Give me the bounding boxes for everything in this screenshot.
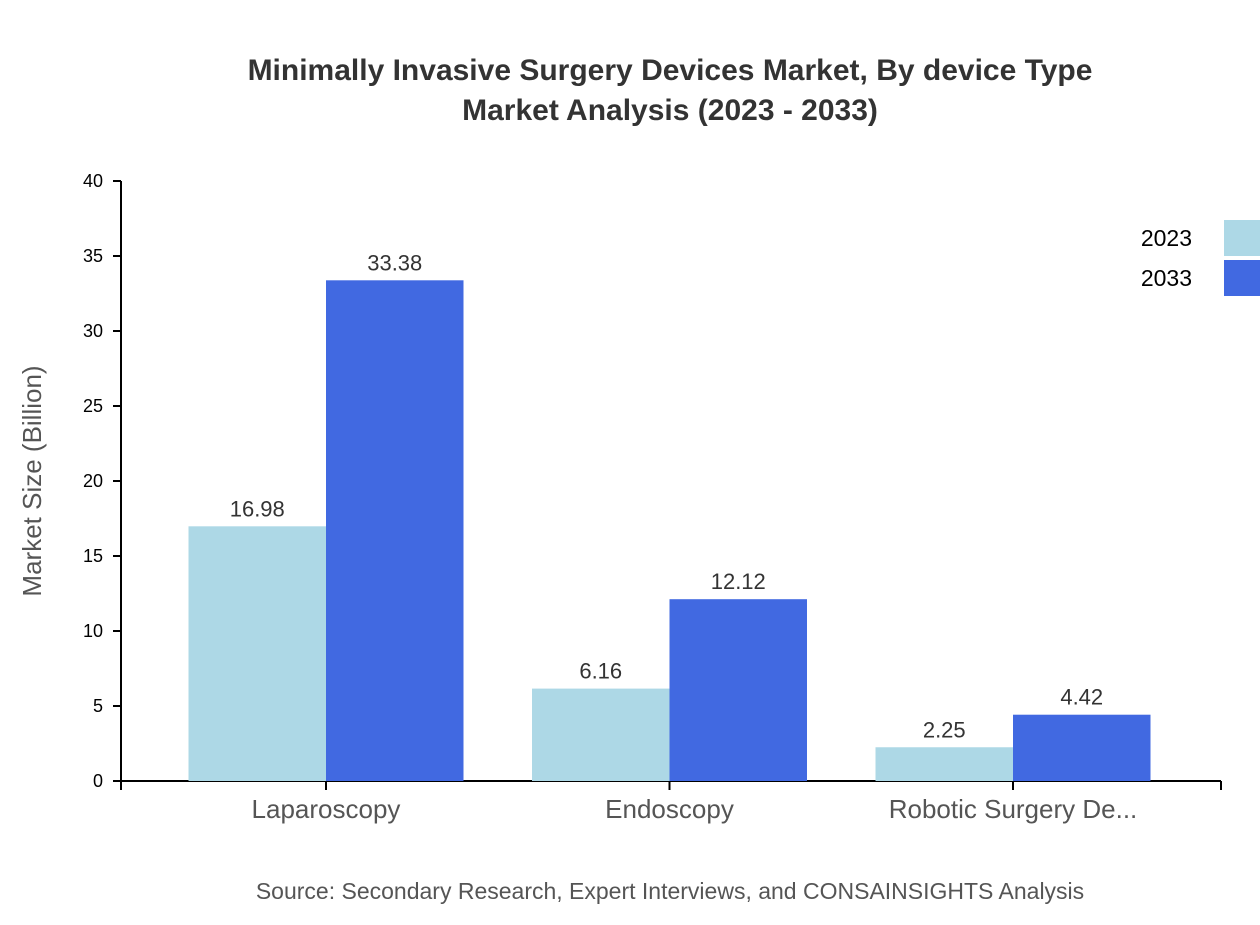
x-axis: Laparoscopy Endoscopy Robotic Surgery De..… [120, 780, 1222, 824]
y-axis-label: Market Size (Billion) [17, 365, 47, 596]
legend: 2023 2033 [1141, 220, 1260, 296]
chart-title-line2: Market Analysis (2023 - 2033) [462, 94, 878, 127]
y-axis: 0 5 10 15 20 25 30 35 40 [83, 171, 122, 791]
legend-label: 2023 [1141, 225, 1192, 251]
y-tick-label: 20 [83, 471, 103, 491]
data-label: 2.25 [923, 717, 966, 742]
legend-label: 2033 [1141, 265, 1192, 291]
y-tick-label: 30 [83, 321, 103, 341]
x-tick-label: Laparoscopy [252, 794, 401, 824]
data-label: 33.38 [367, 250, 422, 275]
y-tick-label: 5 [93, 696, 103, 716]
y-tick-label: 40 [83, 171, 103, 191]
legend-swatch-2023 [1224, 220, 1260, 256]
y-tick-label: 25 [83, 396, 103, 416]
data-label: 12.12 [711, 569, 766, 594]
bars: 16.98 33.38 6.16 12.12 2.25 4.42 [188, 250, 1151, 781]
y-tick-label: 10 [83, 621, 103, 641]
data-label: 4.42 [1060, 685, 1103, 710]
y-tick-label: 15 [83, 546, 103, 566]
x-tick-label: Endoscopy [605, 794, 734, 824]
source-note: Source: Secondary Research, Expert Inter… [256, 878, 1084, 904]
bar-2023-1 [532, 688, 670, 781]
y-tick-label: 0 [93, 771, 103, 791]
legend-swatch-2033 [1224, 260, 1260, 296]
x-tick-label: Robotic Surgery De... [889, 794, 1138, 824]
bar-2033-1 [669, 599, 807, 781]
data-label: 16.98 [230, 496, 285, 521]
y-tick-label: 35 [83, 246, 103, 266]
data-label: 6.16 [579, 659, 622, 684]
bar-2023-0 [188, 526, 326, 781]
bar-2033-2 [1013, 714, 1151, 781]
chart-title-line1: Minimally Invasive Surgery Devices Marke… [248, 54, 1093, 87]
bar-2023-2 [875, 747, 1013, 781]
bar-2033-0 [326, 280, 464, 781]
